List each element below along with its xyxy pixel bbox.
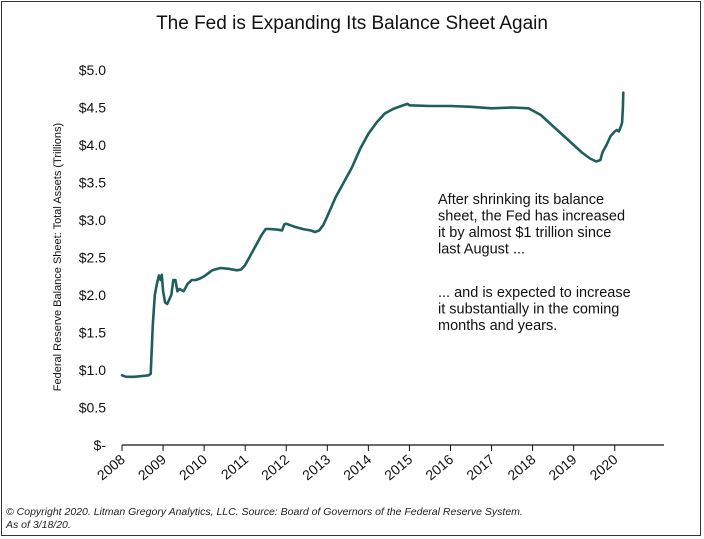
series-line-total-assets [120, 91, 625, 379]
x-tick-label: 2019 [545, 451, 579, 483]
y-tick-label: $- [94, 437, 107, 453]
y-axis-label: Federal Reserve Balance Sheet: Total Ass… [52, 123, 64, 391]
x-tick-label: 2008 [94, 451, 128, 483]
axes [121, 444, 664, 451]
y-tick-label: $1.5 [79, 325, 106, 341]
footer-copyright: © Copyright 2020. Litman Gregory Analyti… [6, 506, 523, 518]
x-tick-label: 2010 [176, 451, 210, 483]
y-tick-label: $3.5 [79, 175, 106, 191]
y-tick-label: $4.5 [79, 100, 106, 116]
x-tick-label: 2013 [299, 451, 333, 483]
annotation-shrinking-line: last August ... [438, 242, 525, 258]
y-tick-label: $3.0 [79, 212, 106, 228]
annotation-shrinking-line: it by almost $1 trillion since [438, 225, 611, 241]
x-tick-labels: 2008 2009 2010 2011 2012 2013 2014 2015 2016 2017… [94, 451, 621, 483]
annotation-shrinking: After shrinking its balance sheet, the Fe… [438, 192, 625, 258]
x-tick-label: 2020 [587, 451, 621, 483]
annotation-shrinking-line: sheet, the Fed has increased [438, 209, 625, 225]
y-tick-label: $5.0 [79, 62, 106, 78]
x-tick-label: 2016 [422, 451, 456, 483]
annotation-expected-line: months and years. [438, 318, 557, 334]
x-tick-label: 2011 [218, 451, 252, 483]
chart-title: The Fed is Expanding Its Balance Sheet A… [156, 13, 548, 34]
x-tick-label: 2012 [258, 451, 292, 483]
x-tick-label: 2009 [135, 451, 169, 483]
x-tick-label: 2018 [504, 451, 538, 483]
annotation-shrinking-line: After shrinking its balance [438, 192, 604, 208]
series-group [120, 91, 625, 379]
y-tick-labels: $- $0.5 $1.0 $1.5 $2.0 $2.5 $3.0 $3.5 $4.0 $4.5 $5… [79, 62, 107, 453]
x-tick-label: 2014 [340, 451, 374, 483]
y-tick-label: $0.5 [79, 400, 106, 416]
footer-date: As of 3/18/20. [6, 519, 71, 531]
annotations: After shrinking its balance sheet, the Fe… [438, 192, 631, 334]
y-tick-label: $1.0 [79, 362, 106, 378]
y-tick-label: $2.0 [79, 287, 106, 303]
annotation-expected-line: ... and is expected to increase [438, 285, 631, 301]
annotation-expected: ... and is expected to increase it substa… [438, 285, 631, 334]
y-tick-label: $2.5 [79, 250, 106, 266]
x-tick-label: 2017 [463, 451, 497, 483]
y-tick-label: $4.0 [79, 137, 106, 153]
annotation-expected-line: it substantially in the coming [438, 302, 619, 318]
x-tick-label: 2015 [381, 451, 415, 483]
